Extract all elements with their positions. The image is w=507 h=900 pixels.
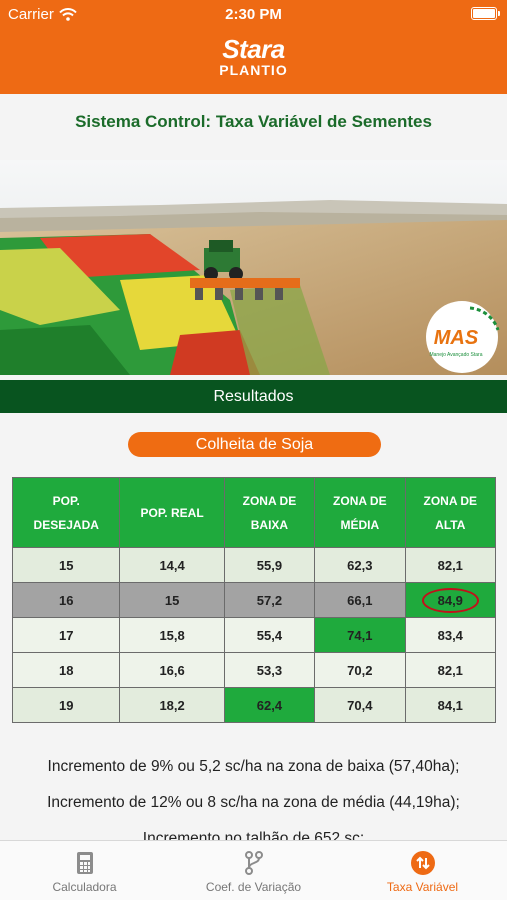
- branch-icon: [244, 851, 263, 875]
- carrier: Carrier: [8, 6, 77, 23]
- table-cell: 70,2: [314, 652, 406, 688]
- tab-coef-variacao[interactable]: Coef. de Variação: [169, 841, 338, 900]
- circled-value: 84,9: [421, 587, 479, 613]
- table-cell: 17: [11, 617, 121, 653]
- mas-badge: MAS Manejo Avançado Stara: [426, 301, 500, 373]
- top-bar: Carrier 2:30 PM Stara PLANTIO: [0, 0, 507, 94]
- table-cell: 57,2: [223, 582, 316, 618]
- calculator-icon: [76, 852, 93, 874]
- tractor-illustration: [190, 240, 300, 300]
- note-line: Incremento de 12% ou 8 sc/ha na zona de …: [47, 794, 460, 811]
- column-header-desired-pop: POP. DESEJADA: [11, 477, 121, 548]
- table-cell: 83,4: [404, 617, 497, 653]
- table-cell: 15: [119, 582, 225, 618]
- tab-taxa-variavel[interactable]: Taxa Variável: [338, 841, 507, 900]
- mas-badge-text: MAS: [434, 327, 479, 349]
- carrier-label: Carrier: [8, 6, 54, 23]
- wifi-icon: [59, 8, 77, 21]
- table-cell: 18: [11, 652, 121, 688]
- table-cell: 16,6: [119, 652, 225, 688]
- tab-label: Calculadora: [52, 880, 117, 894]
- table-row: 19 18,2 62,4 70,4 84,1: [11, 687, 497, 723]
- app-subtitle: PLANTIO: [219, 62, 288, 78]
- stara-logo: Stara: [222, 34, 285, 64]
- page-title: Sistema Control: Taxa Variável de Sement…: [75, 112, 432, 131]
- status-bar: Carrier 2:30 PM: [0, 0, 507, 28]
- table-row-selected: 16 15 57,2 66,1 84,9: [11, 582, 497, 618]
- table-cell: 15: [11, 547, 121, 583]
- tab-calculadora[interactable]: Calculadora: [0, 841, 169, 900]
- table-cell: 82,1: [404, 652, 497, 688]
- tab-label: Taxa Variável: [386, 880, 459, 894]
- table-cell: 15,8: [119, 617, 225, 653]
- results-table: POP. DESEJADA POP. REAL ZONA DE BAIXA ZONA…: [11, 477, 497, 723]
- crop-label-pill: Colheita de Soja: [128, 432, 381, 457]
- table-cell: 70,4: [314, 687, 406, 723]
- mas-badge-subtext: Manejo Avançado Stara: [429, 352, 482, 358]
- table-cell: 16: [11, 582, 121, 618]
- column-header-low-zone: ZONA DE BAIXA: [223, 477, 316, 548]
- column-header-high-zone: ZONA DE ALTA: [404, 477, 497, 548]
- table-row: 15 14,4 55,9 62,3 82,1: [11, 547, 497, 583]
- table-cell-highlight: 84,9: [404, 582, 497, 618]
- battery-icon: [471, 7, 500, 20]
- table-cell-highlight: 62,4: [223, 687, 316, 723]
- results-header: Resultados: [0, 380, 507, 413]
- brand: Stara PLANTIO: [0, 36, 507, 78]
- clock: 2:30 PM: [225, 6, 282, 23]
- table-row: 18 16,6 53,3 70,2 82,1: [11, 652, 497, 688]
- table-cell: 82,1: [404, 547, 497, 583]
- table-cell: 55,4: [223, 617, 316, 653]
- tab-bar: Calculadora Coef. de Variação Taxa Variá…: [0, 840, 507, 900]
- tab-label: Coef. de Variação: [205, 880, 302, 894]
- table-cell: 84,1: [404, 687, 497, 723]
- table-cell: 66,1: [314, 582, 406, 618]
- table-cell: 19: [11, 687, 121, 723]
- table-header-row: POP. DESEJADA POP. REAL ZONA DE BAIXA ZONA…: [11, 477, 497, 548]
- hero-image: MAS Manejo Avançado Stara: [0, 160, 507, 375]
- table-cell-highlight: 74,1: [314, 617, 406, 653]
- table-cell: 62,3: [314, 547, 406, 583]
- table-cell: 14,4: [119, 547, 225, 583]
- note-line: Incremento de 9% ou 5,2 sc/ha na zona de…: [47, 758, 460, 775]
- swap-arrows-icon: [410, 851, 435, 875]
- table-cell: 18,2: [119, 687, 225, 723]
- table-cell: 55,9: [223, 547, 316, 583]
- column-header-real-pop: POP. REAL: [119, 477, 225, 548]
- column-header-mid-zone: ZONA DE MÉDIA: [314, 477, 406, 548]
- table-cell: 53,3: [223, 652, 316, 688]
- table-row: 17 15,8 55,4 74,1 83,4: [11, 617, 497, 653]
